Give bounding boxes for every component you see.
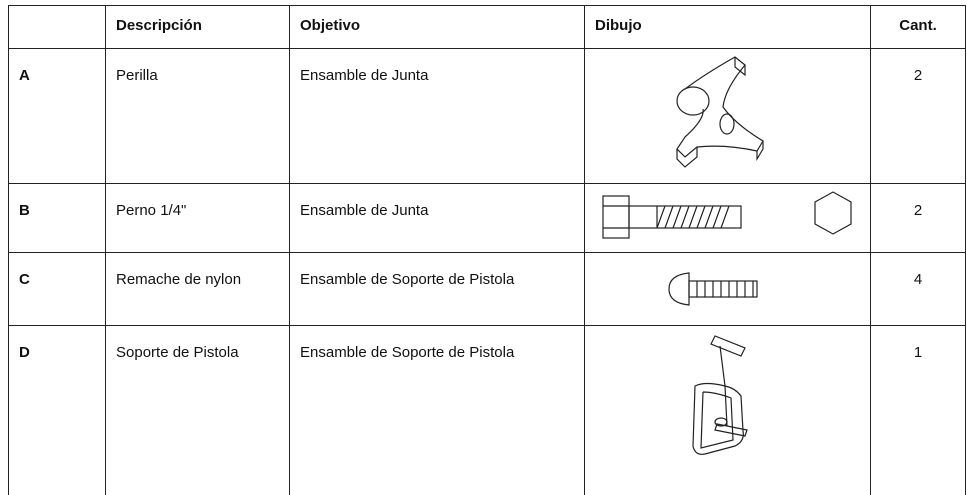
row: D Soporte de Pistola Ensamble de Soporte… [8,325,966,495]
cell: Perilla [105,48,290,184]
row: B Perno 1/4" Ensamble de Junta 2 [8,183,966,253]
drawing-cell [584,48,871,184]
cell: D [8,325,106,495]
cell: Ensamble de Soporte de Pistola [289,325,585,495]
cell: Soporte de Pistola [105,325,290,495]
row: C Remache de nylon Ensamble de Soporte d… [8,252,966,326]
drawing-cell [584,325,871,495]
bolt-drawing [602,191,852,239]
header-row: Descripción Objetivo Dibujo Cant. [8,5,966,49]
cell: Ensamble de Junta [289,183,585,253]
bracket-drawing [692,335,748,455]
cell: A [8,48,106,184]
cell: Ensamble de Soporte de Pistola [289,252,585,326]
header-cell: Descripción [105,5,290,49]
cell: Remache de nylon [105,252,290,326]
cell: B [8,183,106,253]
rivet-drawing [668,272,758,306]
header-cell: Dibujo [584,5,871,49]
header-cell: Cant. [870,5,966,49]
cell: Ensamble de Junta [289,48,585,184]
header-cell [8,5,106,49]
header-cell: Objetivo [289,5,585,49]
row: A Perilla Ensamble de Junta 2 [8,48,966,184]
drawing-cell [584,252,871,326]
cell: 4 [870,252,966,326]
knob-drawing [676,56,764,168]
drawing-cell [584,183,871,253]
cell: 2 [870,48,966,184]
cell: 2 [870,183,966,253]
cell: 1 [870,325,966,495]
cell: Perno 1/4" [105,183,290,253]
cell: C [8,252,106,326]
parts-table: Descripción Objetivo Dibujo Cant. A Peri… [8,5,966,495]
